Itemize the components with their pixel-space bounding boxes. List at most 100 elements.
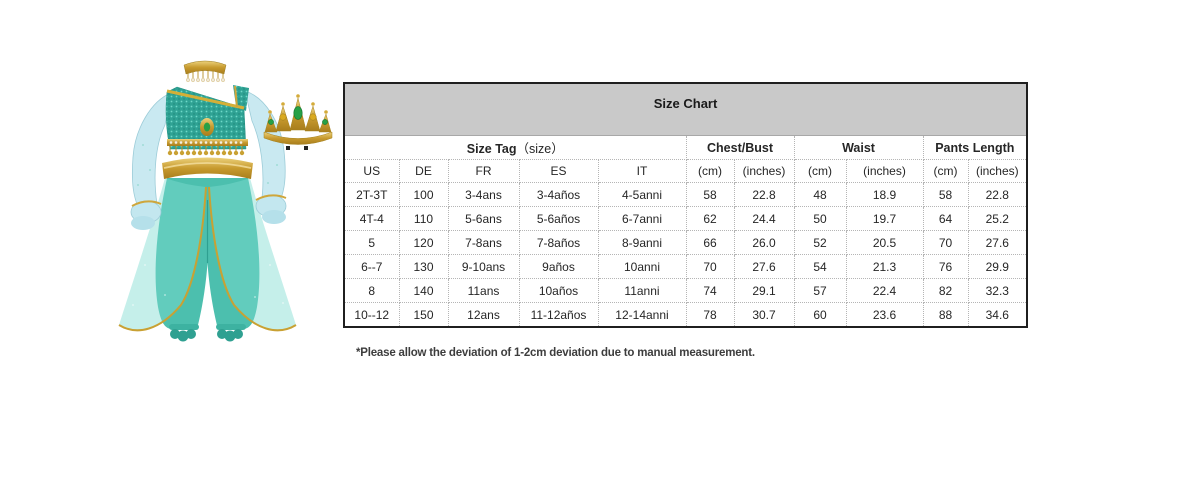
- size-cell: 20.5: [845, 230, 924, 255]
- size-cell: 10--12: [343, 302, 400, 328]
- costume-top: [165, 85, 249, 150]
- column-header: DE: [398, 159, 449, 183]
- column-header: (inches): [845, 159, 924, 183]
- size-cell: 62: [685, 206, 735, 231]
- size-cell: 5: [343, 230, 400, 255]
- size-cell: 22.8: [967, 182, 1028, 207]
- size-chart-table: Size Chart Size Tag（size） Chest/Bust Wai…: [343, 82, 1029, 328]
- size-row: 4T-4 110 5-6ans 5-6años 6-7anni 62 24.4 50 19.7 6…: [343, 206, 1028, 231]
- costume-illustration: [118, 60, 333, 342]
- size-cell: 2T-3T: [343, 182, 400, 207]
- size-cell: 25.2: [967, 206, 1028, 231]
- size-cell: 70: [685, 254, 735, 279]
- size-cell: 18.9: [845, 182, 924, 207]
- waistband: [162, 157, 253, 179]
- size-cell: 6--7: [343, 254, 400, 279]
- size-cell: 57: [793, 278, 847, 303]
- column-header: IT: [597, 159, 687, 183]
- size-cell: 64: [922, 206, 969, 231]
- size-row: 8 140 11ans 10años 11anni 74 29.1 57 22.4 82 32.3: [343, 278, 1028, 303]
- size-cell: 74: [685, 278, 735, 303]
- size-cell: 32.3: [967, 278, 1028, 303]
- size-cell: 7-8años: [518, 230, 599, 255]
- size-cell: 29.9: [967, 254, 1028, 279]
- size-cell: 22.4: [845, 278, 924, 303]
- size-cell: 27.6: [967, 230, 1028, 255]
- size-cell: 26.0: [733, 230, 795, 255]
- column-header: (cm): [685, 159, 735, 183]
- size-cell: 3-4ans: [447, 182, 520, 207]
- size-cell: 54: [793, 254, 847, 279]
- waist-header: Waist: [793, 135, 924, 160]
- column-header: (cm): [793, 159, 847, 183]
- size-cell: 48: [793, 182, 847, 207]
- column-header: (inches): [967, 159, 1028, 183]
- size-cell: 60: [793, 302, 847, 328]
- size-cell: 23.6: [845, 302, 924, 328]
- size-cell: 30.7: [733, 302, 795, 328]
- size-row: 2T-3T 100 3-4ans 3-4años 4-5anni 58 22.8 48 18.9…: [343, 182, 1028, 207]
- size-cell: 4T-4: [343, 206, 400, 231]
- size-cell: 8-9anni: [597, 230, 687, 255]
- column-header: US: [343, 159, 400, 183]
- choker-necklace: [183, 60, 227, 82]
- size-chart-title: Size Chart: [343, 82, 1028, 136]
- size-cell: 5-6años: [518, 206, 599, 231]
- ankle-ruffles: [169, 324, 246, 342]
- size-cell: 10anni: [597, 254, 687, 279]
- size-tag-suffix: （size）: [516, 142, 564, 156]
- size-cell: 76: [922, 254, 969, 279]
- column-header: (inches): [733, 159, 795, 183]
- size-cell: 5-6ans: [447, 206, 520, 231]
- pants-length-header: Pants Length: [922, 135, 1028, 160]
- size-cell: 9años: [518, 254, 599, 279]
- size-cell: 8: [343, 278, 400, 303]
- size-cell: 27.6: [733, 254, 795, 279]
- sheer-sleeves: [131, 90, 286, 208]
- size-cell: 52: [793, 230, 847, 255]
- size-cell: 120: [398, 230, 449, 255]
- size-tag-label: Size Tag: [466, 142, 517, 156]
- size-cell: 12-14anni: [597, 302, 687, 328]
- size-cell: 58: [922, 182, 969, 207]
- size-cell: 88: [922, 302, 969, 328]
- product-image: [105, 35, 340, 365]
- coin-fringe: [167, 139, 248, 156]
- size-cell: 9-10ans: [447, 254, 520, 279]
- size-cell: 100: [398, 182, 449, 207]
- size-cell: 34.6: [967, 302, 1028, 328]
- size-cell: 7-8ans: [447, 230, 520, 255]
- size-cell: 24.4: [733, 206, 795, 231]
- size-cell: 140: [398, 278, 449, 303]
- size-cell: 6-7anni: [597, 206, 687, 231]
- size-cell: 19.7: [845, 206, 924, 231]
- size-cell: 11-12años: [518, 302, 599, 328]
- chest-bust-header: Chest/Bust: [685, 135, 795, 160]
- size-cell: 150: [398, 302, 449, 328]
- size-cell: 3-4años: [518, 182, 599, 207]
- size-cell: 4-5anni: [597, 182, 687, 207]
- size-cell: 21.3: [845, 254, 924, 279]
- size-cell: 110: [398, 206, 449, 231]
- size-cell: 58: [685, 182, 735, 207]
- size-row: 5 120 7-8ans 7-8años 8-9anni 66 26.0 52 20.5 70 27…: [343, 230, 1028, 255]
- column-header: ES: [518, 159, 599, 183]
- size-cell: 82: [922, 278, 969, 303]
- size-cell: 10años: [518, 278, 599, 303]
- size-cell: 70: [922, 230, 969, 255]
- sleeve-cuffs: [130, 194, 287, 230]
- column-header: (cm): [922, 159, 969, 183]
- measurement-footnote: *Please allow the deviation of 1-2cm dev…: [356, 347, 755, 359]
- size-cell: 50: [793, 206, 847, 231]
- size-cell: 29.1: [733, 278, 795, 303]
- size-cell: 66: [685, 230, 735, 255]
- size-row: 10--12 150 12ans 11-12años 12-14anni 78 30.7 60…: [343, 302, 1028, 328]
- overlay-skirt: [118, 178, 297, 332]
- size-cell: 12ans: [447, 302, 520, 328]
- tiara: [263, 94, 333, 150]
- size-cell: 11anni: [597, 278, 687, 303]
- size-cell: 78: [685, 302, 735, 328]
- size-cell: 22.8: [733, 182, 795, 207]
- size-tag-header: Size Tag（size）: [343, 135, 687, 160]
